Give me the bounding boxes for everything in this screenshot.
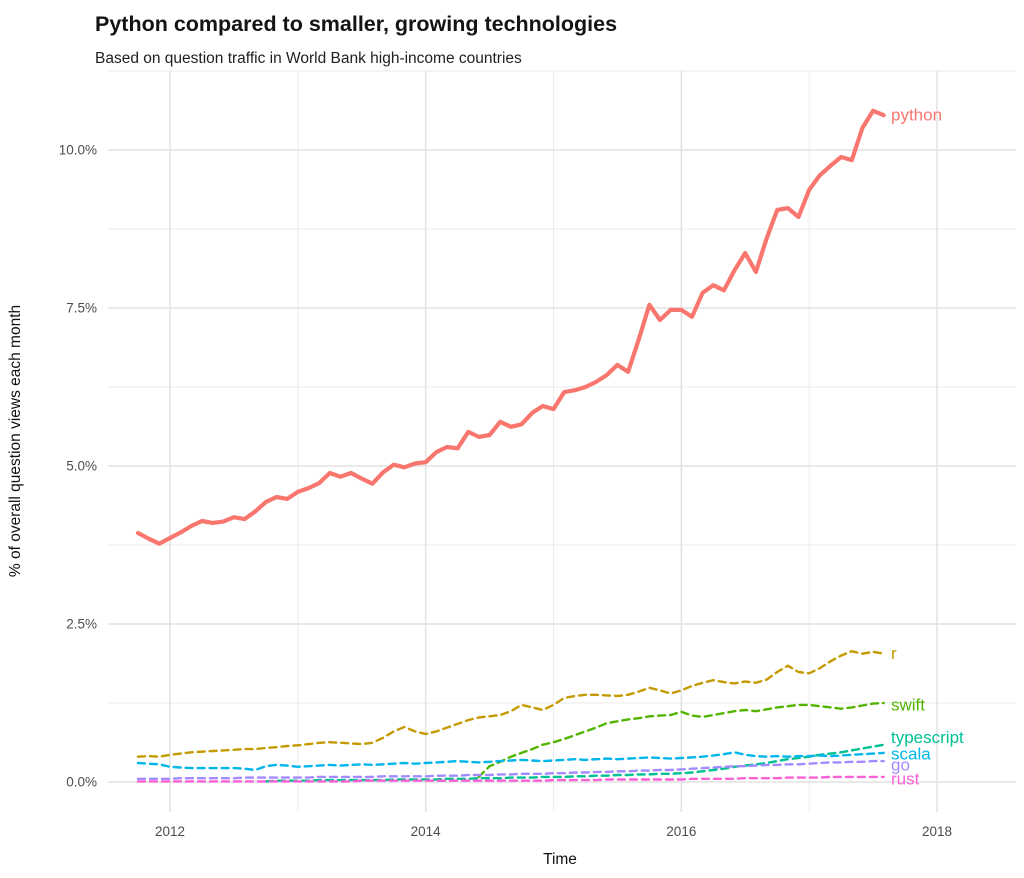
series-label-r: r [891,644,897,663]
series-line-swift [477,701,885,779]
x-tick-label: 2014 [411,824,442,839]
series-line-scala [136,751,885,772]
series-lines [135,108,886,783]
y-axis-title: % of overall question views each month [7,305,24,577]
x-axis-title: Time [543,851,577,868]
y-tick-label: 7.5% [66,301,97,316]
x-tick-label: 2016 [666,824,696,839]
series-label-typescript: typescript [891,728,964,747]
series-line-go [136,759,885,780]
series-label-scala: scala [891,744,931,763]
y-tick-label: 0.0% [66,775,97,790]
series-label-python: python [891,106,942,125]
axis-tick-labels: 2012 2014 2016 2018 0.0% 2.5% 5.0% 7.5% 10.0% [59,143,952,840]
series-line-python [135,108,886,546]
x-tick-label: 2012 [155,824,185,839]
series-line-r [136,650,885,758]
chart-subtitle: Based on question traffic in World Bank … [95,50,522,67]
y-tick-label: 5.0% [66,459,97,474]
series-label-swift: swift [891,696,925,715]
chart-title: Python compared to smaller, growing tech… [95,12,617,36]
x-tick-label: 2018 [922,824,952,839]
series-label-rust: rust [891,769,920,788]
series-label-go: go [891,756,910,775]
y-tick-label: 2.5% [66,617,97,632]
series-line-rust [136,775,885,783]
gridlines [108,70,1016,812]
y-tick-label: 10.0% [59,143,97,158]
